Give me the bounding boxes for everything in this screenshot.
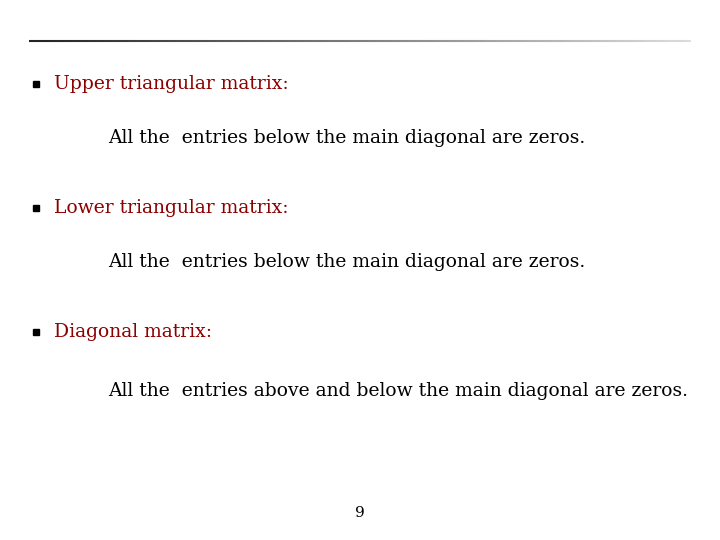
Text: All the  entries below the main diagonal are zeros.: All the entries below the main diagonal … (108, 253, 585, 271)
Text: Diagonal matrix:: Diagonal matrix: (54, 323, 212, 341)
Text: All the  entries above and below the main diagonal are zeros.: All the entries above and below the main… (108, 382, 688, 401)
Text: All the  entries below the main diagonal are zeros.: All the entries below the main diagonal … (108, 129, 585, 147)
Text: 9: 9 (355, 506, 365, 520)
Text: Upper triangular matrix:: Upper triangular matrix: (54, 75, 289, 93)
Text: Lower triangular matrix:: Lower triangular matrix: (54, 199, 289, 217)
